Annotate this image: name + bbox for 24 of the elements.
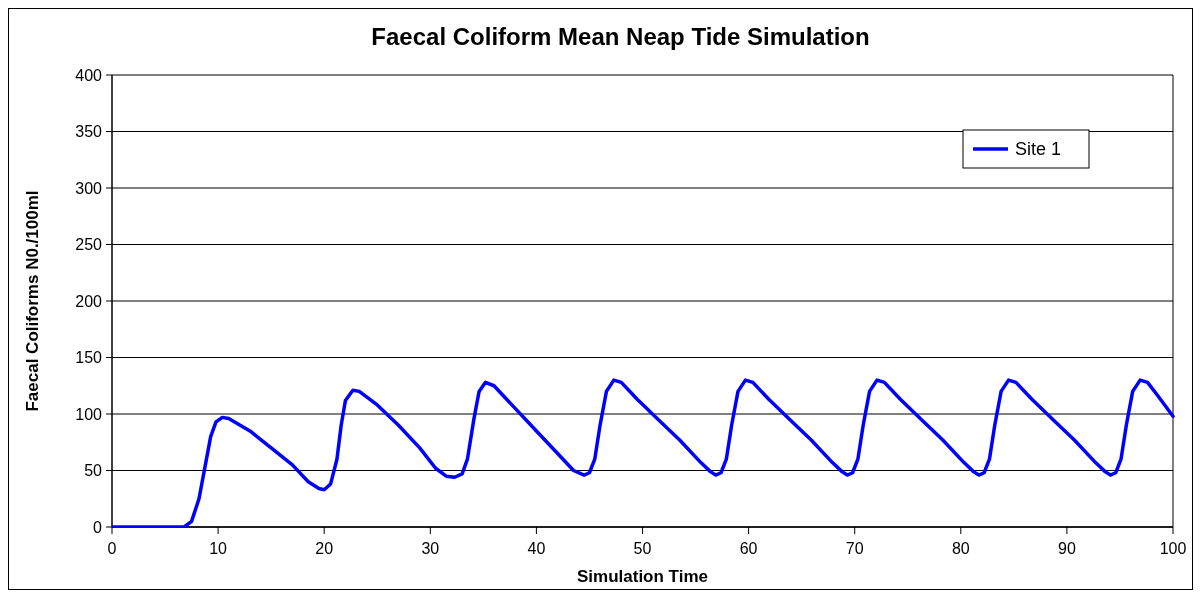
x-tick-label: 50 [633,540,652,557]
y-tick-label: 400 [75,66,103,84]
y-tick-label: 0 [93,518,103,536]
x-tick-label: 30 [421,540,440,557]
x-tick-label: 20 [315,540,334,557]
x-tick-label: 80 [951,540,970,557]
x-tick-label: 10 [209,540,228,557]
y-tick-label: 200 [75,292,103,310]
x-tick-label: 40 [527,540,546,557]
y-axis-title: Faecal Coliforms N0./100ml [23,190,42,412]
y-tick-label: 50 [84,462,103,480]
y-tick-label: 350 [75,123,103,141]
x-axis-title: Simulation Time [577,567,708,586]
y-tick-label: 300 [75,179,103,197]
y-tick-label: 150 [75,349,103,367]
y-tick-label: 100 [75,405,103,423]
x-tick-label: 70 [845,540,864,557]
x-tick-label: 60 [739,540,758,557]
x-tick-label: 0 [107,540,117,557]
chart-title: Faecal Coliform Mean Neap Tide Simulation [371,23,870,50]
x-tick-label: 100 [1159,540,1187,557]
x-tick-label: 90 [1058,540,1076,557]
legend-label: Site 1 [1015,139,1062,160]
y-tick-label: 250 [75,236,103,254]
